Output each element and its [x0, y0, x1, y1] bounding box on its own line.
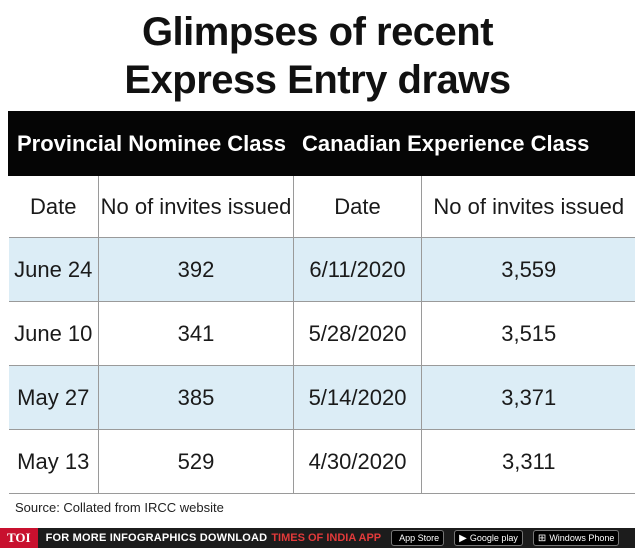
column-header: No of invites issued: [420, 175, 635, 238]
table-row: May 27 385 5/14/2020 3,371: [8, 365, 635, 430]
draws-table: Provincial Nominee Class Canadian Experi…: [8, 111, 635, 494]
app-store-badge[interactable]: App Store: [391, 530, 445, 546]
column-header: Date: [293, 175, 422, 238]
table-cell: 529: [98, 429, 294, 494]
table-cell: 3,371: [420, 365, 635, 430]
table-row: June 24 392 6/11/2020 3,559: [8, 237, 635, 302]
windows-icon: ⊞: [537, 532, 547, 544]
source-note: Source: Collated from IRCC website: [15, 500, 224, 515]
group-canadian-experience: Canadian Experience Class: [292, 111, 635, 176]
table-row: May 13 529 4/30/2020 3,311: [8, 429, 635, 494]
table-cell: 3,515: [420, 301, 635, 366]
table-cell: May 27: [8, 365, 99, 430]
footer-banner: TOI FOR MORE INFOGRAPHICS DOWNLOAD TIMES…: [0, 528, 635, 548]
column-header: Date: [8, 175, 99, 238]
table-cell: 5/14/2020: [293, 365, 422, 430]
windows-phone-badge[interactable]: ⊞ Windows Phone: [532, 530, 620, 546]
table-cell: 3,559: [420, 237, 635, 302]
table-cell: May 13: [8, 429, 99, 494]
title-line-2: Express Entry draws: [124, 58, 511, 102]
table-cell: 6/11/2020: [293, 237, 422, 302]
table-cell: 5/28/2020: [293, 301, 422, 366]
store-label: Windows Phone: [549, 533, 615, 543]
table-cell: 4/30/2020: [293, 429, 422, 494]
table-cell: June 24: [8, 237, 99, 302]
table-row: June 10 341 5/28/2020 3,515: [8, 301, 635, 366]
column-header: No of invites issued: [98, 175, 294, 238]
table-cell: 392: [98, 237, 294, 302]
table-cell: 3,311: [420, 429, 635, 494]
table-cell: June 10: [8, 301, 99, 366]
store-label: Google play: [469, 533, 518, 543]
store-label: App Store: [399, 533, 440, 543]
footer-app-name: TIMES OF INDIA APP: [271, 532, 382, 544]
toi-logo: TOI: [0, 528, 38, 548]
group-provincial-nominee: Provincial Nominee Class: [8, 111, 294, 176]
footer-text: FOR MORE INFOGRAPHICS DOWNLOAD: [45, 532, 268, 544]
play-icon: ▶: [459, 532, 467, 544]
table-cell: 341: [98, 301, 294, 366]
title-line-1: Glimpses of recent: [141, 10, 494, 54]
page-title: Glimpses of recent Express Entry draws: [0, 8, 635, 104]
column-header-row: Date No of invites issued Date No of inv…: [8, 175, 635, 238]
group-header-row: Provincial Nominee Class Canadian Experi…: [8, 111, 635, 176]
table-cell: 385: [98, 365, 294, 430]
google-play-badge[interactable]: ▶ Google play: [454, 530, 523, 546]
